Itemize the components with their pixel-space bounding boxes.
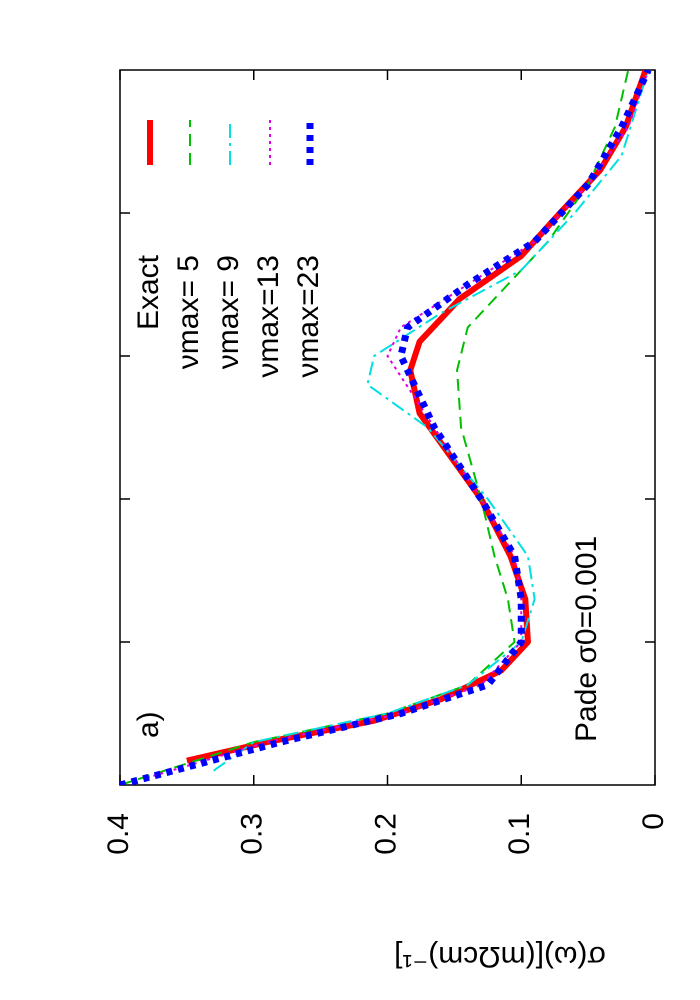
legend-label: Exact [132, 254, 165, 330]
annotation: Pade σ0=0.001 [570, 536, 603, 742]
series-line [213, 70, 650, 772]
annotation: a) [132, 711, 165, 738]
y-tick-label: 0.3 [236, 813, 269, 855]
rotated-plot: 0.4 0.3 0.2 0.1 0 σ(ω)[(mΩcm)⁻¹] a) Pade σ0=0.0… [102, 69, 670, 973]
y-tick-label: 0.2 [369, 813, 402, 855]
y-tick-label: 0.4 [102, 813, 135, 855]
legend-label: νmax=13 [252, 255, 285, 378]
legend-label: νmax= 5 [172, 255, 205, 369]
legend-label: νmax= 9 [212, 255, 245, 369]
series-line [120, 70, 630, 785]
y-tick-label: 0.1 [503, 813, 536, 855]
series-line [120, 70, 652, 785]
legend-label: νmax=23 [292, 255, 325, 378]
y-axis-label: σ(ω)[(mΩcm)⁻¹] [394, 940, 606, 973]
y-tick-label: 0 [637, 813, 670, 830]
